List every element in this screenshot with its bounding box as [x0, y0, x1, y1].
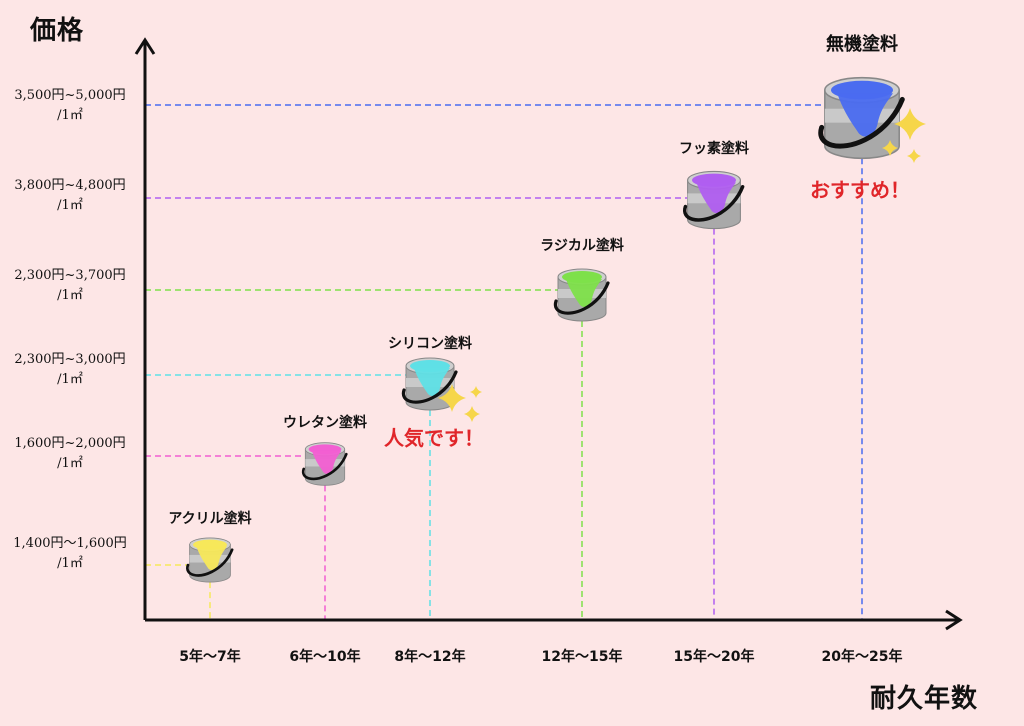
x-tick-label: 8年〜12年: [394, 649, 466, 665]
y-tick-label-price: 1,400円〜1,600円: [13, 536, 127, 551]
paint-can-icon: [186, 537, 234, 583]
y-tick-label-unit: /1㎡: [57, 108, 83, 123]
y-tick-label-unit: /1㎡: [57, 288, 83, 303]
sparkle-icon: [882, 140, 898, 156]
paint-cans: [186, 76, 905, 583]
x-tick-label: 12年〜15年: [541, 649, 623, 665]
y-tick-label: 3,500円~5,000円/1㎡: [0, 86, 140, 126]
paint-can-icon: [401, 357, 458, 411]
y-tick-label: 1,400円〜1,600円/1㎡: [0, 534, 140, 574]
sparkle-icon: [438, 384, 466, 412]
y-tick-label-price: 2,300円~3,000円: [14, 352, 126, 367]
x-tick-label: 6年〜10年: [289, 649, 361, 665]
paint-can-icon: [301, 442, 348, 486]
y-tick-label-unit: /1㎡: [57, 556, 83, 571]
y-axis-title: 価格: [30, 16, 85, 46]
paint-can-icon: [682, 170, 745, 230]
sparkles: [438, 108, 926, 422]
paint-name-label: シリコン塗料: [388, 336, 472, 352]
y-tick-label-unit: /1㎡: [57, 372, 83, 387]
paint-can-icon: [553, 268, 610, 322]
y-tick-label: 3,800円~4,800円/1㎡: [0, 176, 140, 216]
x-tick-label: 15年〜20年: [673, 649, 755, 665]
y-tick-label-price: 3,500円~5,000円: [14, 88, 126, 103]
paint-name-label: ウレタン塗料: [283, 415, 367, 431]
callout-label: おすすめ！: [810, 178, 910, 202]
x-tick-label: 20年〜25年: [821, 649, 903, 665]
y-tick-label: 2,300円~3,700円/1㎡: [0, 266, 140, 306]
paint-name-label: ラジカル塗料: [540, 238, 624, 254]
x-axis-arrow: [945, 609, 963, 631]
callout-label: 人気です！: [384, 426, 484, 450]
x-tick-label: 5年〜7年: [179, 649, 241, 665]
y-axis-arrow: [134, 37, 156, 55]
paint-name-label: 無機塗料: [826, 34, 898, 55]
sparkle-icon: [464, 406, 480, 422]
y-tick-label-unit: /1㎡: [57, 198, 83, 213]
paint-can-icon: [818, 76, 905, 160]
guide-lines: [145, 104, 863, 620]
y-tick-label: 1,600円~2,000円/1㎡: [0, 434, 140, 474]
paint-name-label: フッ素塗料: [679, 141, 749, 157]
sparkle-icon: [907, 149, 921, 163]
axes: [134, 37, 963, 631]
y-tick-label-price: 2,300円~3,700円: [14, 268, 126, 283]
sparkle-icon: [470, 386, 482, 398]
y-tick-label-unit: /1㎡: [57, 456, 83, 471]
x-axis-title: 耐久年数: [870, 684, 979, 714]
paint-name-label: アクリル塗料: [168, 511, 252, 527]
sparkle-icon: [894, 108, 926, 140]
y-tick-label-price: 3,800円~4,800円: [14, 178, 126, 193]
y-tick-label: 2,300円~3,000円/1㎡: [0, 350, 140, 390]
y-tick-label-price: 1,600円~2,000円: [14, 436, 126, 451]
